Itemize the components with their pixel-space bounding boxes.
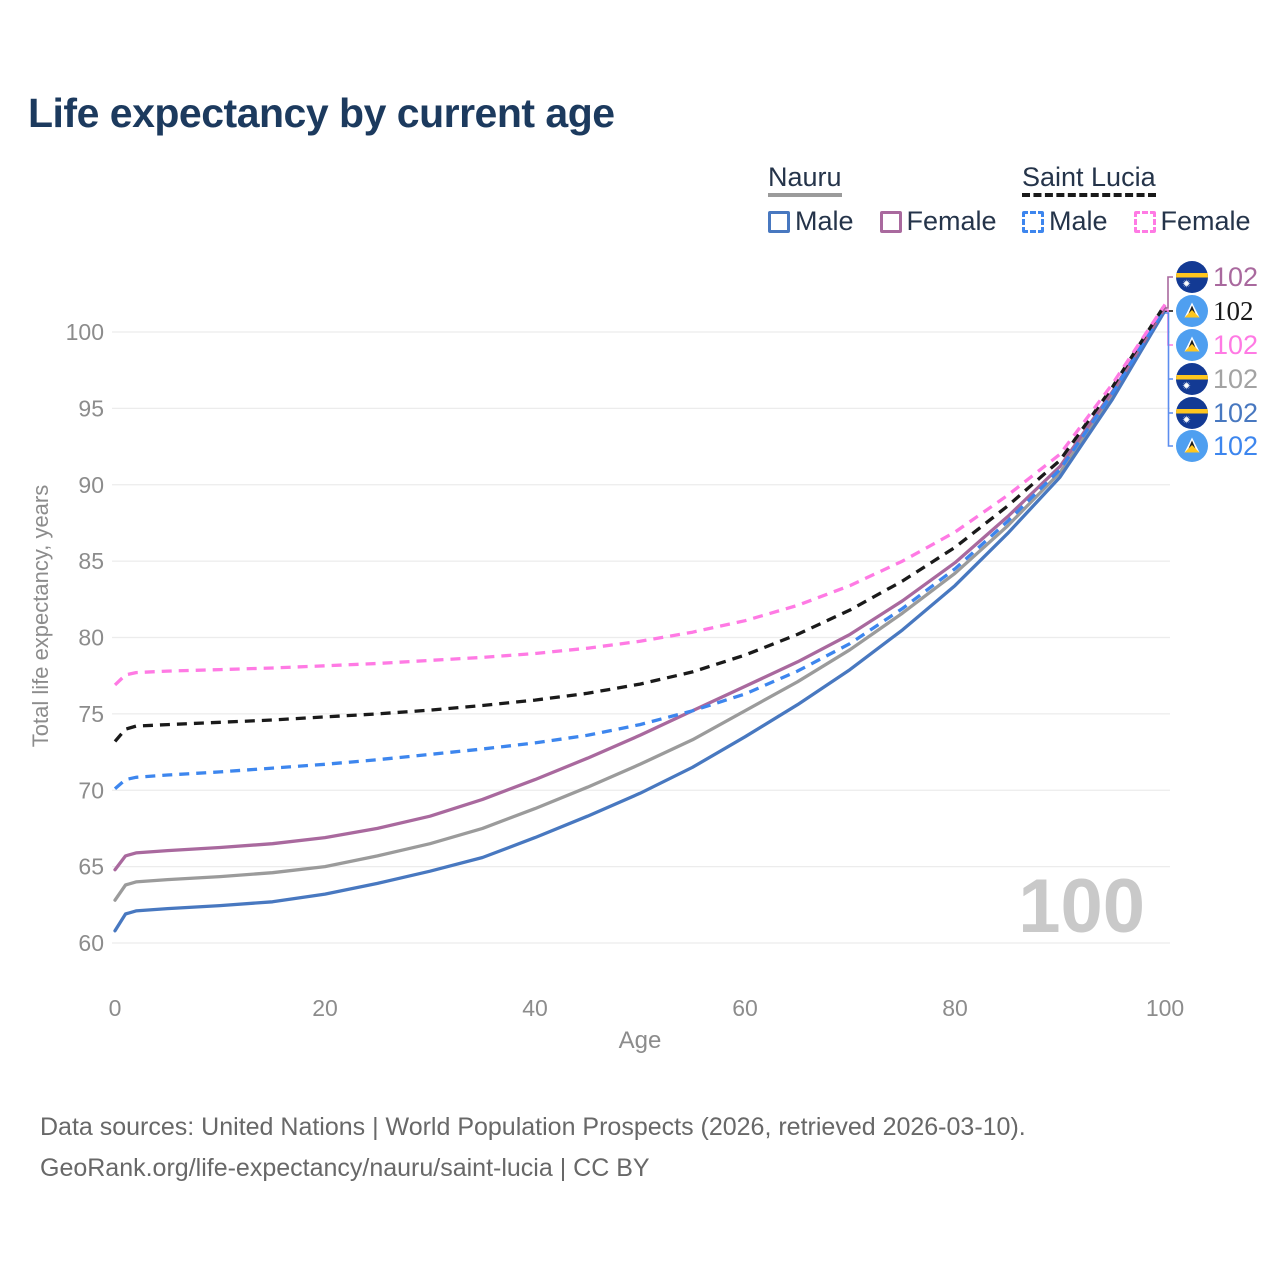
series-line-saint-lucia-male[interactable] bbox=[113, 306, 1167, 790]
legend-swatch-nauru-female bbox=[879, 210, 902, 233]
legend-item-nauru-male[interactable]: Male bbox=[768, 206, 854, 237]
footer-data-sources: Data sources: United Nations | World Pop… bbox=[40, 1113, 1026, 1141]
end-value-label-saint-lucia-combined: 102 bbox=[1213, 296, 1254, 326]
x-tick-label-20: 20 bbox=[312, 995, 338, 1021]
flag-icon-nauru bbox=[1176, 397, 1208, 429]
series-line-nauru-combined[interactable] bbox=[113, 307, 1167, 902]
life-expectancy-chart: 60 65 70 75 80 85 90 95 100 0 20 40 60 80 100 Age Total … bbox=[28, 261, 1258, 1054]
legend-underline-nauru: Nauru bbox=[768, 163, 842, 198]
x-tick-label-100: 100 bbox=[1146, 995, 1184, 1021]
footer-attribution: GeoRank.org/life-expectancy/nauru/saint-… bbox=[40, 1154, 650, 1182]
x-tick-label-40: 40 bbox=[522, 995, 548, 1021]
flag-icon-nauru bbox=[1176, 261, 1208, 293]
legend-item-label: Female bbox=[906, 206, 997, 237]
y-axis-title: Total life expectancy, years bbox=[28, 485, 53, 748]
age-watermark: 100 bbox=[1018, 864, 1145, 949]
x-axis-title: Age bbox=[619, 1027, 662, 1054]
legend-item-label: Female bbox=[1160, 206, 1251, 237]
legend-item-label: Male bbox=[1049, 206, 1108, 237]
x-tick-label-0: 0 bbox=[109, 995, 122, 1021]
series-line-saint-lucia-combined[interactable] bbox=[113, 303, 1167, 743]
legend-group-nauru: Nauru Male Female bbox=[768, 163, 997, 237]
y-tick-label-75: 75 bbox=[78, 701, 104, 727]
page-title: Life expectancy by current age bbox=[28, 90, 615, 136]
x-tick-label-80: 80 bbox=[942, 995, 968, 1021]
end-value-label-nauru-combined: 102 bbox=[1213, 364, 1258, 394]
y-tick-label-100: 100 bbox=[66, 319, 104, 345]
flag-icon-saint-lucia bbox=[1176, 430, 1208, 462]
legend-underline-saint-lucia: Saint Lucia bbox=[1022, 163, 1156, 198]
legend-item-saint-lucia-male[interactable]: Male bbox=[1022, 206, 1108, 237]
legend-item-saint-lucia-female[interactable]: Female bbox=[1133, 206, 1251, 237]
legend-swatch-saint-lucia-male bbox=[1022, 210, 1044, 233]
leader-line bbox=[1165, 276, 1173, 309]
legend-item-nauru-female[interactable]: Female bbox=[879, 206, 997, 237]
series-line-nauru-female[interactable] bbox=[113, 305, 1167, 872]
y-tick-label-80: 80 bbox=[78, 625, 104, 651]
y-tick-label-90: 90 bbox=[78, 472, 104, 498]
end-value-label-nauru-female: 102 bbox=[1213, 262, 1258, 292]
y-tick-label-70: 70 bbox=[78, 777, 104, 803]
end-value-label-nauru-male: 102 bbox=[1213, 398, 1258, 428]
flag-icon-saint-lucia bbox=[1176, 295, 1208, 327]
legend-swatch-nauru-male bbox=[768, 210, 790, 233]
x-tick-label-60: 60 bbox=[732, 995, 758, 1021]
footer: Data sources: United Nations | World Pop… bbox=[40, 1107, 1026, 1189]
series-line-saint-lucia-female[interactable] bbox=[113, 303, 1167, 687]
series-line-nauru-male[interactable] bbox=[113, 308, 1167, 933]
end-value-label-saint-lucia-male: 102 bbox=[1213, 431, 1258, 461]
end-value-label-saint-lucia-female: 102 bbox=[1213, 330, 1258, 360]
flag-icon-nauru bbox=[1176, 363, 1208, 395]
y-tick-label-95: 95 bbox=[78, 395, 104, 421]
legend-group-saint-lucia: Saint Lucia Male Female bbox=[1022, 163, 1251, 237]
legend-swatch-saint-lucia-female bbox=[1133, 210, 1156, 233]
legend-item-label: Male bbox=[795, 206, 854, 237]
y-tick-label-65: 65 bbox=[78, 854, 104, 880]
leader-line bbox=[1165, 312, 1173, 447]
y-tick-label-85: 85 bbox=[78, 548, 104, 574]
y-tick-label-60: 60 bbox=[78, 930, 104, 956]
flag-icon-saint-lucia bbox=[1176, 329, 1208, 361]
